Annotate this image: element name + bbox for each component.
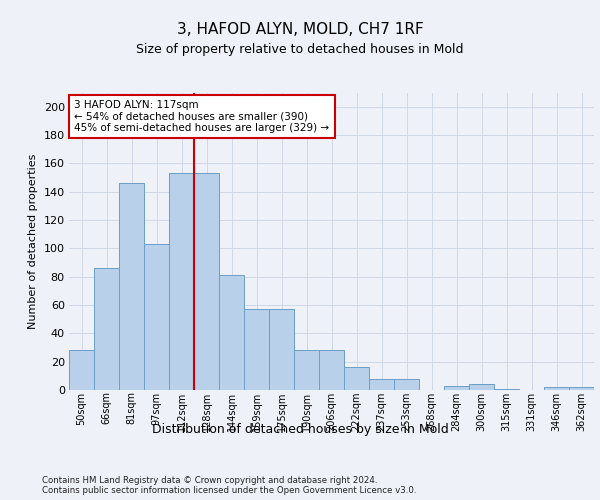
Bar <box>144 244 169 390</box>
Bar <box>69 350 94 390</box>
Bar <box>219 275 244 390</box>
Bar <box>494 388 519 390</box>
Text: Distribution of detached houses by size in Mold: Distribution of detached houses by size … <box>152 422 448 436</box>
Bar <box>394 378 419 390</box>
Bar <box>119 183 144 390</box>
Text: 3 HAFOD ALYN: 117sqm
← 54% of detached houses are smaller (390)
45% of semi-deta: 3 HAFOD ALYN: 117sqm ← 54% of detached h… <box>74 100 329 133</box>
Bar <box>269 309 294 390</box>
Bar <box>94 268 119 390</box>
Bar <box>244 309 269 390</box>
Text: Contains HM Land Registry data © Crown copyright and database right 2024.
Contai: Contains HM Land Registry data © Crown c… <box>42 476 416 495</box>
Bar <box>369 378 394 390</box>
Bar <box>169 174 194 390</box>
Bar <box>444 386 469 390</box>
Bar <box>194 174 219 390</box>
Bar <box>294 350 319 390</box>
Bar <box>344 368 369 390</box>
Text: Size of property relative to detached houses in Mold: Size of property relative to detached ho… <box>136 42 464 56</box>
Y-axis label: Number of detached properties: Number of detached properties <box>28 154 38 329</box>
Bar <box>319 350 344 390</box>
Bar <box>469 384 494 390</box>
Bar <box>569 387 594 390</box>
Bar <box>544 387 569 390</box>
Text: 3, HAFOD ALYN, MOLD, CH7 1RF: 3, HAFOD ALYN, MOLD, CH7 1RF <box>176 22 424 38</box>
